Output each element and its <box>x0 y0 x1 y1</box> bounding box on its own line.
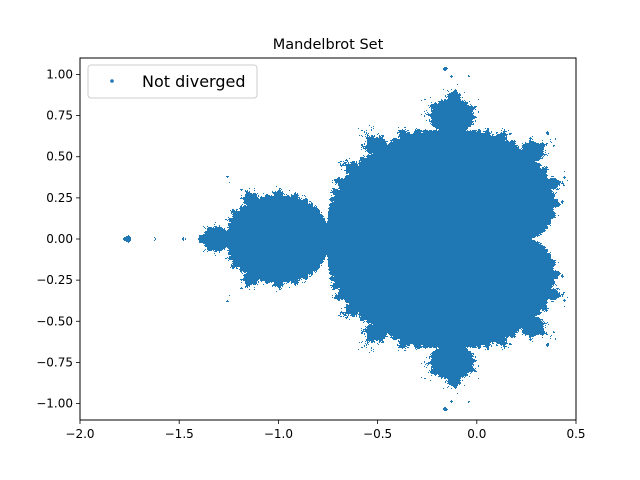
x-tick-label: −1.0 <box>264 427 293 441</box>
y-tick-label: 0.25 <box>46 191 73 205</box>
y-axis: −1.00 −0.75 −0.50 −0.25 0.00 0.25 0.50 0.75 1.00 <box>36 67 80 411</box>
x-tick-label: −1.5 <box>165 427 194 441</box>
y-tick-label: 0.50 <box>46 150 73 164</box>
y-tick-label: −0.75 <box>36 355 73 369</box>
y-tick-label: −0.25 <box>36 273 73 287</box>
y-tick-label: 0.00 <box>46 232 73 246</box>
y-tick-label: 0.75 <box>46 109 73 123</box>
not-diverged-points <box>123 67 568 411</box>
plot-area <box>79 57 577 421</box>
x-tick-label: 0.5 <box>566 427 585 441</box>
legend-label: Not diverged <box>142 72 245 91</box>
y-tick-label: −1.00 <box>36 397 73 411</box>
x-tick-label: −2.0 <box>65 427 94 441</box>
legend-frame <box>87 64 258 99</box>
y-tick-label: −0.50 <box>36 314 73 328</box>
x-tick-label: 0.0 <box>467 427 486 441</box>
legend-marker <box>110 79 114 83</box>
x-tick-label: −0.5 <box>363 427 392 441</box>
scatter-points-layer <box>123 67 568 411</box>
y-tick-label: 1.00 <box>46 67 73 81</box>
x-axis: −2.0 −1.5 −1.0 −0.5 0.0 0.5 <box>65 420 586 441</box>
chart-title: Mandelbrot Set <box>273 37 384 53</box>
legend: Not diverged <box>87 64 258 99</box>
